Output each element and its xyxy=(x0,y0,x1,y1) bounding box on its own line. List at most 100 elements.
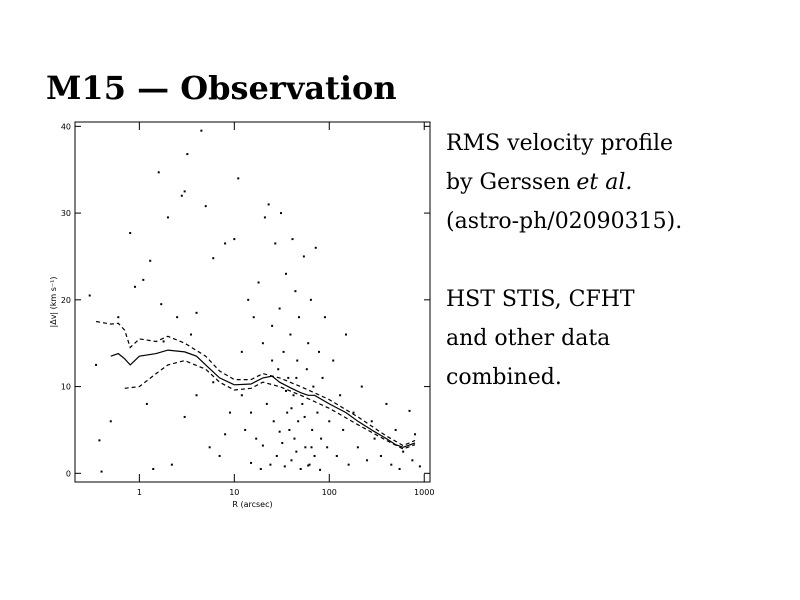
data-point xyxy=(287,376,290,379)
data-point xyxy=(373,437,376,440)
data-point xyxy=(305,368,308,371)
data-point xyxy=(237,177,240,180)
profile-line xyxy=(110,349,416,448)
data-point xyxy=(414,433,417,436)
text-span: HST STIS, CFHT xyxy=(446,287,635,312)
data-point xyxy=(283,465,286,468)
text-span: et al. xyxy=(576,170,632,195)
data-point xyxy=(326,446,329,449)
y-tick-label: 10 xyxy=(61,383,71,392)
x-tick-label: 1 xyxy=(137,488,142,497)
data-point xyxy=(284,389,287,392)
text-line: RMS velocity profile xyxy=(446,131,673,156)
data-point xyxy=(318,350,321,353)
data-point xyxy=(321,376,324,379)
data-point xyxy=(275,454,278,457)
data-point xyxy=(277,368,280,371)
data-point xyxy=(157,171,160,174)
x-tick-label: 1000 xyxy=(414,488,434,497)
data-point xyxy=(352,411,355,414)
data-point xyxy=(228,411,231,414)
data-point xyxy=(301,402,304,405)
text-span: by Gerssen xyxy=(446,170,570,195)
data-point xyxy=(244,428,247,431)
data-point xyxy=(385,402,388,405)
y-tick-label: 0 xyxy=(66,469,71,478)
data-point xyxy=(212,381,215,384)
data-point xyxy=(261,342,264,345)
data-point xyxy=(176,316,179,319)
data-point xyxy=(394,428,397,431)
data-point xyxy=(186,153,189,156)
data-point xyxy=(312,385,315,388)
text-block: RMS velocity profile by Gerssen et al. (ast… xyxy=(446,131,682,390)
data-point xyxy=(332,359,335,362)
data-point xyxy=(294,290,297,293)
data-point xyxy=(255,437,258,440)
data-point xyxy=(308,463,311,466)
data-point xyxy=(344,333,347,336)
data-point xyxy=(180,194,183,197)
data-point xyxy=(88,294,91,297)
data-point xyxy=(411,459,414,462)
data-point xyxy=(257,281,260,284)
data-point xyxy=(224,242,227,245)
data-point xyxy=(195,311,198,314)
data-point xyxy=(261,444,264,447)
data-point xyxy=(265,402,268,405)
data-point xyxy=(224,433,227,436)
data-point xyxy=(160,303,163,306)
data-point xyxy=(335,454,338,457)
text-line: combined. xyxy=(446,365,562,390)
data-point xyxy=(109,420,112,423)
data-point xyxy=(170,463,173,466)
data-point xyxy=(402,450,405,453)
data-point xyxy=(299,467,302,470)
data-point xyxy=(316,411,319,414)
text-span: combined. xyxy=(446,365,562,390)
data-point xyxy=(252,316,255,319)
data-point xyxy=(295,376,298,379)
x-axis-label: R (arcsec) xyxy=(232,500,272,509)
data-point xyxy=(240,350,243,353)
data-point xyxy=(290,459,293,462)
data-point xyxy=(313,454,316,457)
data-point xyxy=(149,259,152,262)
data-point xyxy=(311,428,314,431)
text-line: (astro-ph/02090315). xyxy=(446,209,682,234)
data-point xyxy=(293,437,296,440)
data-point xyxy=(183,415,186,418)
data-point xyxy=(298,316,301,319)
data-point xyxy=(272,420,275,423)
data-point xyxy=(250,411,253,414)
data-point xyxy=(379,454,382,457)
data-point xyxy=(129,232,132,235)
data-point xyxy=(303,415,306,418)
data-point xyxy=(117,316,120,319)
data-point xyxy=(183,190,186,193)
data-point xyxy=(291,238,294,241)
text-line: by Gerssen et al. xyxy=(446,170,632,195)
data-point xyxy=(134,285,137,288)
data-point xyxy=(152,467,155,470)
text-line: and other data xyxy=(446,326,610,351)
data-point xyxy=(200,129,203,132)
plot-frame xyxy=(74,121,431,483)
data-point xyxy=(320,437,323,440)
data-point xyxy=(339,394,342,397)
data-point xyxy=(296,359,299,362)
data-point xyxy=(323,316,326,319)
data-point xyxy=(309,298,312,301)
data-point xyxy=(250,461,253,464)
data-point xyxy=(240,394,243,397)
x-tick-label: 100 xyxy=(322,488,337,497)
data-point xyxy=(269,463,272,466)
data-point xyxy=(366,459,369,462)
data-point xyxy=(271,359,274,362)
data-point xyxy=(304,446,307,449)
text-span: and other data xyxy=(446,326,610,351)
data-point xyxy=(295,450,298,453)
data-point xyxy=(282,350,285,353)
data-point xyxy=(319,468,322,471)
